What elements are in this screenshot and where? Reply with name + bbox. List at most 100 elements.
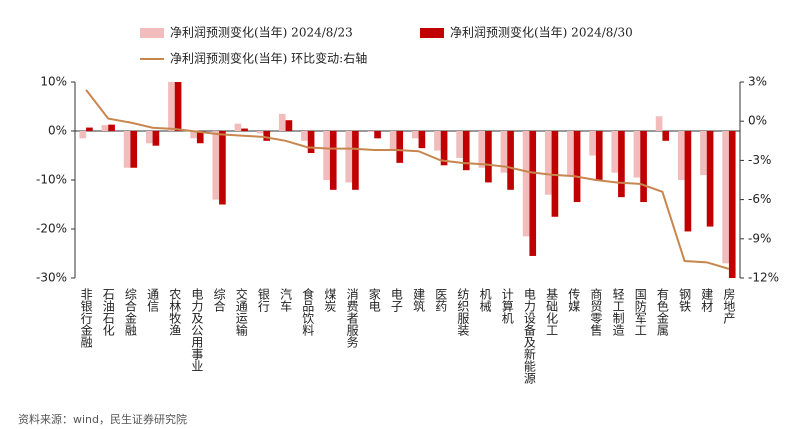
x-tick-label: 计算机	[500, 288, 514, 324]
legend-label: 净利润预测变化(当年) 环比变动:右轴	[170, 51, 367, 66]
x-tick-label: 食品饮料	[301, 287, 315, 336]
bar	[456, 131, 463, 158]
bar	[640, 131, 647, 203]
bar	[551, 131, 559, 217]
bar	[440, 131, 448, 166]
y2-tick-label: 3%	[748, 75, 767, 89]
y2-tick-label: -6%	[748, 192, 771, 206]
bar	[256, 131, 264, 134]
bar	[278, 113, 286, 131]
x-tick-label: 银行	[256, 288, 270, 312]
y-tick-label: 0%	[48, 124, 67, 138]
bar	[478, 131, 486, 168]
x-tick-label: 机械	[478, 288, 492, 312]
x-tick-label: 综合	[212, 288, 226, 312]
bar	[190, 131, 197, 139]
x-tick-label: 基础化工	[545, 288, 559, 336]
bar	[241, 128, 248, 131]
x-tick-label: 建材	[700, 288, 714, 312]
legend-swatch	[420, 28, 444, 38]
bar	[418, 131, 426, 149]
bar	[500, 131, 508, 173]
x-tick-label: 商贸零售	[589, 287, 603, 336]
bar	[219, 131, 226, 205]
bar	[212, 131, 220, 200]
bar	[396, 131, 404, 163]
bar	[662, 131, 670, 141]
bar	[573, 131, 581, 203]
x-tick-label: 国防军工	[633, 288, 647, 336]
bar	[86, 127, 93, 131]
bar	[611, 131, 619, 173]
bar	[345, 131, 353, 183]
bar	[544, 131, 552, 195]
bar	[323, 131, 330, 180]
bar	[595, 131, 603, 180]
x-tick-label: 石油石化	[101, 288, 115, 337]
bar	[706, 131, 714, 227]
y-tick-label: -30%	[36, 271, 67, 285]
bar	[728, 131, 736, 278]
y2-tick-label: 0%	[748, 114, 767, 128]
bar	[684, 131, 692, 232]
x-tick-label: 轻工制造	[611, 288, 625, 336]
x-tick-label: 农林牧渔	[168, 288, 182, 336]
bar	[352, 131, 359, 190]
bar	[529, 131, 537, 256]
bar	[462, 131, 470, 171]
bar	[79, 131, 87, 139]
y-tick-label: 10%	[40, 75, 67, 89]
x-tick-label: 医药	[434, 288, 448, 312]
x-tick-label: 煤炭	[323, 288, 337, 313]
line	[85, 89, 730, 270]
bar	[307, 131, 315, 154]
bar	[507, 131, 514, 190]
bar	[655, 116, 663, 131]
bar	[329, 131, 337, 190]
bar	[618, 131, 625, 198]
x-tick-label: 非银行金融	[79, 288, 93, 349]
bar	[152, 131, 160, 146]
y-tick-label: -20%	[36, 222, 67, 236]
bar	[130, 131, 138, 168]
legend-label: 净利润预测变化(当年) 2024/8/23	[170, 25, 353, 40]
bar	[168, 82, 175, 131]
bar	[174, 82, 182, 131]
bar	[677, 131, 685, 180]
source-note: 资料来源：wind，民生证券研究院	[18, 412, 187, 426]
x-tick-label: 电力设备及新能源	[522, 288, 536, 385]
y2-tick-label: -12%	[748, 271, 779, 285]
bar	[285, 120, 293, 131]
x-tick-label: 汽车	[279, 287, 293, 313]
bar	[522, 131, 530, 237]
bar	[411, 131, 419, 139]
x-tick-label: 传媒	[567, 287, 581, 312]
x-tick-label: 通信	[146, 288, 160, 313]
y2-tick-label: -3%	[748, 153, 771, 167]
x-tick-label: 消费者服务	[345, 288, 359, 348]
bar	[108, 124, 115, 131]
x-tick-label: 钢铁	[678, 288, 692, 312]
bar	[301, 131, 308, 141]
bar	[263, 131, 271, 141]
bar	[633, 131, 641, 178]
bar	[196, 131, 204, 144]
bar	[123, 131, 131, 168]
bar	[101, 125, 109, 131]
x-tick-label: 家电	[367, 287, 381, 312]
bar	[234, 123, 242, 131]
y2-tick-label: -9%	[748, 231, 771, 245]
bar	[722, 131, 729, 264]
bar	[700, 131, 707, 176]
x-tick-label: 综合金融	[123, 288, 137, 337]
bar	[589, 131, 596, 156]
legend-swatch	[140, 28, 164, 38]
y-tick-label: -10%	[36, 173, 67, 187]
x-tick-label: 建筑	[412, 288, 426, 312]
x-tick-label: 有色金属	[655, 288, 669, 337]
x-tick-label: 电子	[389, 288, 403, 312]
legend-label: 净利润预测变化(当年) 2024/8/30	[450, 25, 633, 40]
x-tick-label: 纺织服装	[456, 288, 470, 337]
bar	[434, 131, 441, 151]
